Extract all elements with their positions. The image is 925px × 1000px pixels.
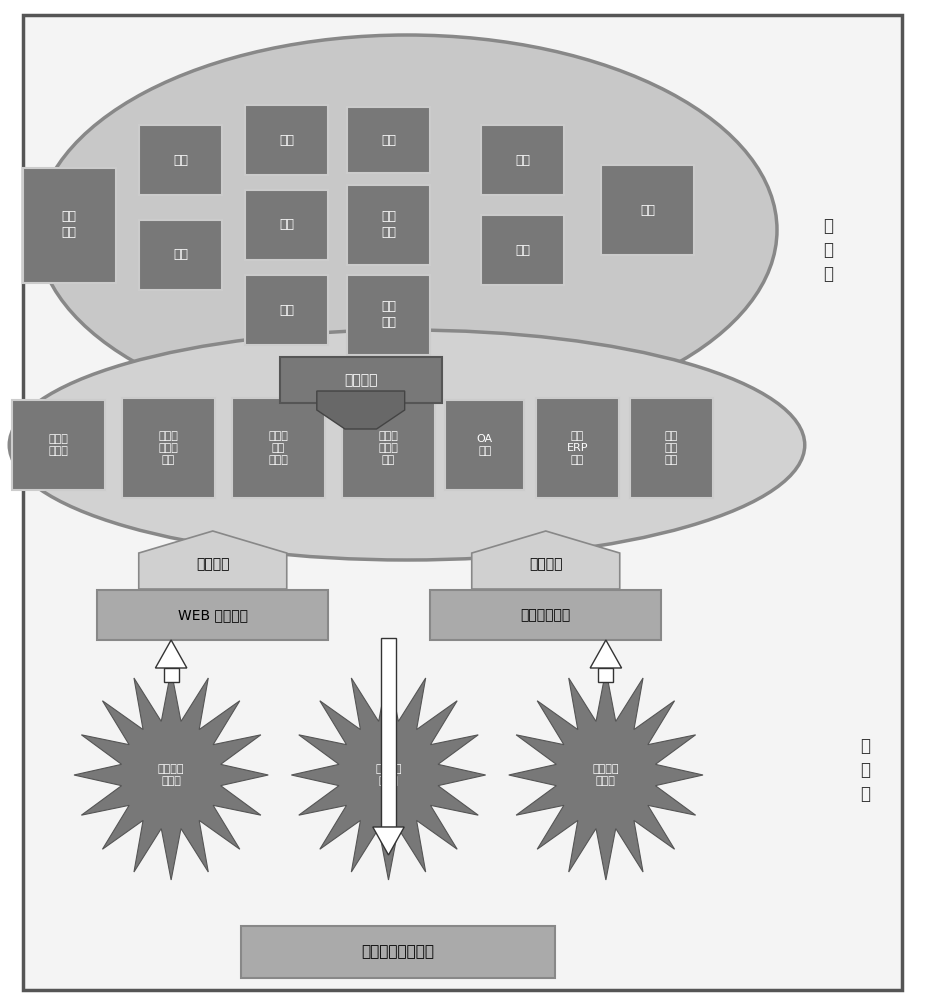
FancyBboxPatch shape <box>245 190 328 260</box>
Ellipse shape <box>37 35 777 425</box>
Polygon shape <box>590 640 622 668</box>
Text: 预订: 预订 <box>279 133 294 146</box>
Text: 酒店
ERP
系统: 酒店 ERP 系统 <box>566 431 588 465</box>
Text: 结账: 结账 <box>279 304 294 316</box>
FancyBboxPatch shape <box>598 668 613 682</box>
Polygon shape <box>74 670 268 880</box>
Polygon shape <box>373 827 404 855</box>
Polygon shape <box>139 531 287 589</box>
Text: 业务引入: 业务引入 <box>196 557 229 571</box>
FancyBboxPatch shape <box>347 107 430 172</box>
Polygon shape <box>155 640 187 668</box>
Text: 资源能力组件: 资源能力组件 <box>521 608 571 622</box>
Polygon shape <box>291 670 486 880</box>
FancyBboxPatch shape <box>240 926 555 978</box>
Text: 退房: 退房 <box>279 219 294 232</box>
Text: 数据
分析: 数据 分析 <box>381 211 396 239</box>
FancyBboxPatch shape <box>601 165 694 255</box>
Text: 广告: 广告 <box>381 133 396 146</box>
FancyBboxPatch shape <box>279 357 442 402</box>
FancyBboxPatch shape <box>630 398 713 498</box>
FancyBboxPatch shape <box>122 398 215 498</box>
FancyBboxPatch shape <box>347 275 430 355</box>
FancyBboxPatch shape <box>446 400 524 490</box>
Text: 能力开放: 能力开放 <box>529 557 562 571</box>
Text: 航班: 航班 <box>640 204 655 217</box>
FancyBboxPatch shape <box>245 105 328 175</box>
Text: 充值: 充值 <box>173 153 188 166</box>
FancyBboxPatch shape <box>232 398 325 498</box>
Text: 自助
入住: 自助 入住 <box>62 211 77 239</box>
Text: 智能点
餐系统: 智能点 餐系统 <box>48 434 68 456</box>
Text: 电子
商务
系统: 电子 商务 系统 <box>665 431 678 465</box>
FancyBboxPatch shape <box>342 398 435 498</box>
FancyBboxPatch shape <box>12 400 105 490</box>
Text: 用户资源
调用云: 用户资源 调用云 <box>376 764 401 786</box>
Polygon shape <box>316 391 405 429</box>
FancyBboxPatch shape <box>23 15 902 990</box>
FancyBboxPatch shape <box>430 590 661 640</box>
Text: 服务内容: 服务内容 <box>344 373 377 387</box>
Ellipse shape <box>9 330 805 560</box>
FancyBboxPatch shape <box>481 215 564 285</box>
Text: 自助登
记入
住系统: 自助登 记入 住系统 <box>268 431 289 465</box>
Text: 信息
服务: 信息 服务 <box>381 300 396 330</box>
Text: 查询: 查询 <box>173 248 188 261</box>
FancyBboxPatch shape <box>347 185 430 265</box>
Text: 行业资源
能力云: 行业资源 能力云 <box>593 764 619 786</box>
FancyBboxPatch shape <box>481 125 564 195</box>
Polygon shape <box>472 531 620 589</box>
Text: 统一的云计算平台: 统一的云计算平台 <box>362 944 434 960</box>
FancyBboxPatch shape <box>245 275 328 345</box>
Text: WEB 能力组件: WEB 能力组件 <box>178 608 248 622</box>
FancyBboxPatch shape <box>139 125 222 195</box>
FancyBboxPatch shape <box>536 398 619 498</box>
Text: 云
服
务: 云 服 务 <box>823 217 832 283</box>
Polygon shape <box>509 670 703 880</box>
FancyBboxPatch shape <box>97 590 328 640</box>
FancyBboxPatch shape <box>381 638 396 827</box>
Text: 客房自
助服务
系统: 客房自 助服务 系统 <box>158 431 179 465</box>
Text: OA
系统: OA 系统 <box>476 434 493 456</box>
FancyBboxPatch shape <box>164 668 179 682</box>
Text: 酒店中
央预订
系统: 酒店中 央预订 系统 <box>378 431 399 465</box>
FancyBboxPatch shape <box>23 167 116 282</box>
Text: 旅游: 旅游 <box>515 243 530 256</box>
Text: 云
平
台: 云 平 台 <box>860 737 869 803</box>
Text: 订票: 订票 <box>515 153 530 166</box>
Text: 软件资源
调用云: 软件资源 调用云 <box>158 764 184 786</box>
FancyBboxPatch shape <box>139 220 222 290</box>
